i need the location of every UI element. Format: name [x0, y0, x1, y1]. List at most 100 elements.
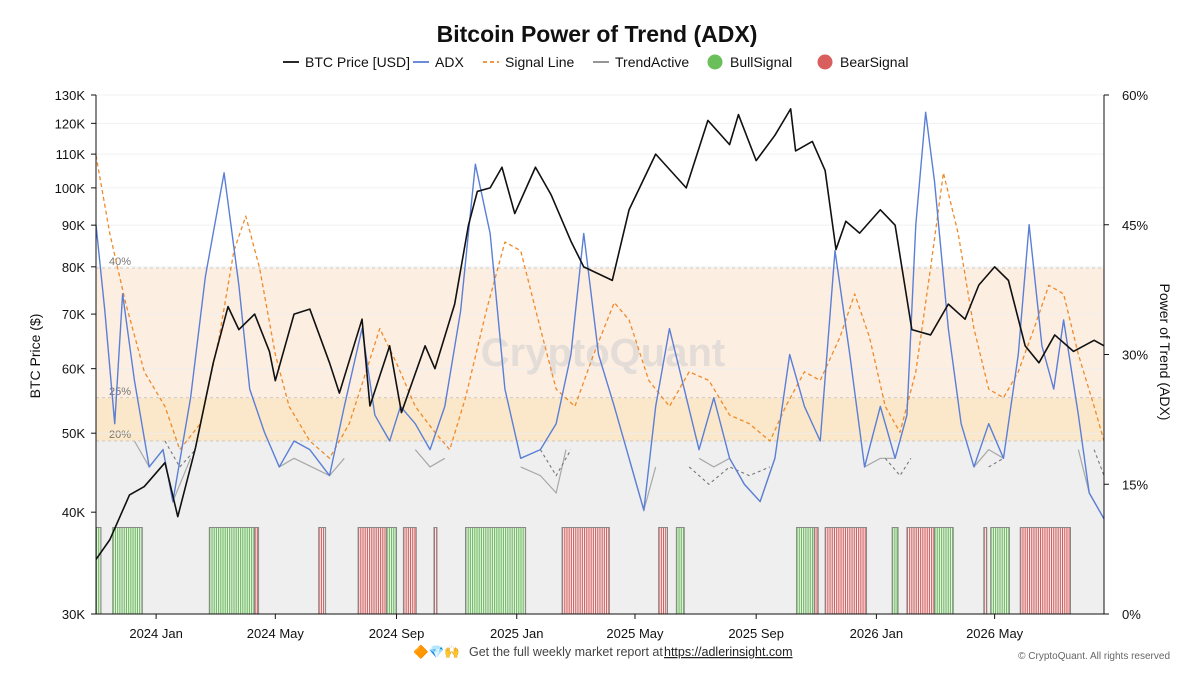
signal-bear-11	[658, 527, 668, 614]
signal-bear-19	[983, 527, 988, 614]
legend-item-bullsignal: BullSignal	[707, 54, 792, 70]
signal-outline	[402, 527, 417, 614]
legend-label: TrendActive	[615, 54, 689, 70]
footer-emoji-icons: 🔶💎🙌	[413, 644, 460, 659]
series-adx	[95, 111, 1105, 520]
signal-outline	[465, 527, 527, 614]
y-left-tick-label: 90K	[62, 218, 85, 233]
signal-bear-10	[561, 527, 610, 614]
y-left-tick-label: 120K	[55, 116, 86, 131]
legend-item-trendactive: TrendActive	[593, 54, 689, 70]
legend-label: ADX	[435, 54, 464, 70]
signal-outline	[813, 527, 819, 614]
series-trendactive-dashed-signal-below-20--seg-4	[988, 457, 1004, 468]
x-tick-label: 2026 May	[966, 626, 1024, 641]
adx-band-label-1: 25%	[109, 386, 131, 398]
y-left-tick-label: 80K	[62, 260, 85, 275]
y-right-tick-label: 45%	[1122, 218, 1148, 233]
adx-band-0	[96, 268, 1104, 398]
y-axis-left-label: BTC Price ($)	[27, 314, 43, 399]
y-axis-right-label: Power of Trend (ADX)	[1157, 284, 1173, 421]
signal-bear-21	[1019, 527, 1071, 614]
signal-outline	[891, 527, 899, 614]
axes: 30K 40K 50K 60K 70K 80K 90K 100K 110K 120K 130K 0% 1…	[55, 88, 1149, 641]
y-left-tick-label: 130K	[55, 88, 86, 103]
legend-label: Signal Line	[505, 54, 574, 70]
y-left-tick-label: 40K	[62, 505, 85, 520]
signal-bear-4	[318, 527, 327, 614]
signal-bear-5	[357, 527, 388, 614]
legend-dot-icon	[707, 54, 723, 70]
plot-area: 40%25%20% CryptoQuant 30K40K50K60K70K80K…	[55, 88, 1149, 641]
x-tick-label: 2025 May	[606, 626, 664, 641]
signal-bear-14	[813, 527, 819, 614]
x-tick-label: 2025 Jan	[490, 626, 544, 641]
signal-bear-7	[402, 527, 417, 614]
legend-label: BTC Price [USD]	[305, 54, 410, 70]
signal-outline	[318, 527, 327, 614]
signal-bull-13	[796, 527, 815, 614]
legend-label: BullSignal	[730, 54, 792, 70]
series-trendactive-seg-3	[520, 449, 567, 495]
signal-outline	[983, 527, 988, 614]
signal-bull-1	[112, 527, 143, 614]
y-right-tick-label: 15%	[1122, 477, 1148, 492]
series-trendactive-seg-1	[278, 457, 345, 477]
y-left-tick-label: 60K	[62, 362, 85, 377]
signal-bars	[95, 527, 1071, 614]
signal-bear-3	[254, 527, 260, 614]
signal-bull-18	[934, 527, 954, 614]
signal-outline	[675, 527, 685, 614]
legend-label: BearSignal	[840, 54, 909, 70]
copyright: © CryptoQuant. All rights reserved	[1018, 651, 1170, 662]
signal-outline	[254, 527, 260, 614]
adx-band-label-2: 20%	[109, 429, 131, 441]
signal-outline	[934, 527, 954, 614]
adx-band-1	[96, 397, 1104, 441]
y-left-tick-label: 110K	[56, 147, 86, 162]
adx-band-label-0: 40%	[109, 256, 131, 268]
legend-item-adx: ADX	[413, 54, 464, 70]
y-right-tick-label: 30%	[1122, 348, 1148, 363]
y-left-tick-label: 50K	[62, 426, 85, 441]
signal-outline	[990, 527, 1010, 614]
legend-item-signal-line: Signal Line	[483, 54, 574, 70]
chart-title: Bitcoin Power of Trend (ADX)	[437, 21, 758, 47]
series-btc-price-usd-	[95, 108, 1105, 560]
signal-bear-15	[824, 527, 868, 614]
signal-bull-9	[465, 527, 527, 614]
series-trendactive-seg-6	[864, 457, 896, 468]
y-left-tick-label: 70K	[62, 307, 85, 322]
x-tick-label: 2024 Sep	[369, 626, 425, 641]
footer: 🔶💎🙌 Get the full weekly market report at…	[413, 644, 1170, 662]
x-tick-label: 2024 Jan	[129, 626, 183, 641]
footer-text: Get the full weekly market report at	[469, 645, 663, 659]
signal-bull-2	[208, 527, 256, 614]
signal-outline	[433, 527, 438, 614]
x-tick-label: 2025 Sep	[728, 626, 784, 641]
y-left-tick-label: 100K	[55, 181, 86, 196]
legend-dot-icon	[817, 54, 833, 70]
signal-bull-12	[675, 527, 685, 614]
series-trendactive-dashed-signal-below-20--seg-1	[539, 449, 572, 477]
series-trendactive-seg-2	[414, 449, 446, 468]
series-trendactive-dashed-signal-below-20--seg-5	[1093, 449, 1105, 476]
signal-outline	[1019, 527, 1071, 614]
x-tick-label: 2026 Jan	[850, 626, 904, 641]
signal-outline	[824, 527, 868, 614]
signal-outline	[561, 527, 610, 614]
x-tick-label: 2024 May	[247, 626, 305, 641]
signal-outline	[112, 527, 143, 614]
footer-link[interactable]: https://adlerinsight.com	[664, 645, 793, 659]
legend-item-btc-price-usd-: BTC Price [USD]	[283, 54, 410, 70]
legend-item-bearsignal: BearSignal	[817, 54, 909, 70]
signal-bull-16	[891, 527, 899, 614]
y-right-tick-label: 0%	[1122, 607, 1141, 622]
series-trendactive-seg-7	[973, 448, 1004, 468]
signal-bull-6	[386, 527, 398, 614]
signal-outline	[386, 527, 398, 614]
signal-outline	[658, 527, 668, 614]
y-right-tick-label: 60%	[1122, 88, 1148, 103]
signal-bull-20	[990, 527, 1010, 614]
